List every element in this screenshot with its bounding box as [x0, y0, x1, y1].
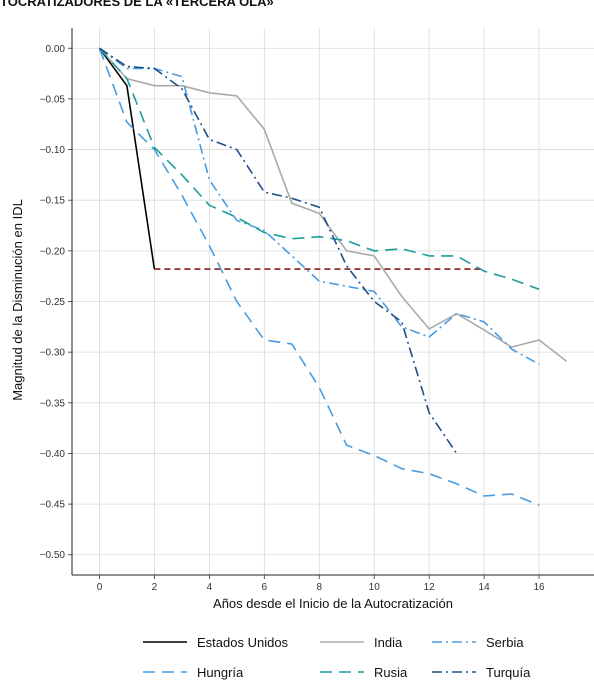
legend-label-rusia: Rusia	[374, 665, 408, 680]
series-line-estados-unidos	[98, 47, 156, 270]
y-tick-label: 0.00	[46, 44, 66, 55]
x-tick-label: 0	[97, 582, 103, 593]
y-tick-label: −0.50	[40, 550, 66, 561]
y-tick-label: −0.15	[40, 196, 66, 207]
chart-title: TOCRATIZADORES DE LA «TERCERA OLA»	[0, 0, 274, 9]
legend-label-hungria: Hungría	[197, 665, 244, 680]
legend-label-estados-unidos: Estados Unidos	[197, 635, 289, 650]
x-tick-label: 8	[316, 582, 322, 593]
y-tick-label: −0.05	[40, 94, 66, 105]
series-line-turquia	[99, 47, 458, 454]
x-tick-label: 6	[262, 582, 268, 593]
series-line-india	[98, 47, 567, 362]
series-line-rusia	[98, 47, 540, 291]
x-tick-label: 4	[207, 582, 213, 593]
x-axis-label: Años desde el Inicio de la Autocratizaci…	[213, 596, 453, 611]
series-line-hungria	[98, 48, 540, 506]
legend-label-india: India	[374, 635, 403, 650]
series-lines	[98, 47, 567, 506]
y-tick-label: −0.25	[40, 297, 66, 308]
y-tick-label: −0.35	[40, 398, 66, 409]
y-tick-label: −0.40	[40, 449, 66, 460]
x-tick-label: 12	[424, 582, 436, 593]
legend-label-serbia: Serbia	[486, 635, 524, 650]
y-tick-label: −0.10	[40, 145, 66, 156]
x-tick-label: 16	[533, 582, 545, 593]
y-tick-label: −0.45	[40, 500, 66, 511]
x-tick-label: 2	[152, 582, 158, 593]
gridlines	[72, 28, 594, 575]
y-tick-label: −0.30	[40, 348, 66, 359]
legend: Estados Unidos India Serbia Hungría Rusia Tur…	[143, 635, 531, 680]
x-tick-label: 14	[479, 582, 491, 593]
axes: 0.00 −0.05 −0.10 −0.15 −0.20 −0.25 −0.30 −0.35 −…	[40, 28, 594, 593]
legend-label-turquia: Turquía	[486, 665, 531, 680]
y-tick-label: −0.20	[40, 246, 66, 257]
x-tick-label: 10	[369, 582, 381, 593]
series-line-serbia	[99, 47, 540, 366]
y-axis-label: Magnitud de la Disminución en IDL	[10, 199, 25, 401]
